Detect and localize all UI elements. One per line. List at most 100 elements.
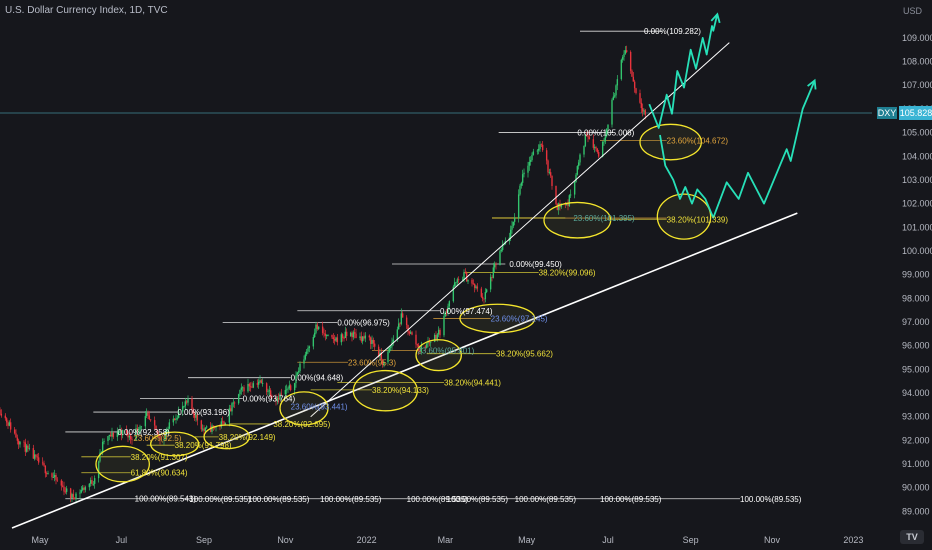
candle-body bbox=[137, 430, 140, 432]
candle-body bbox=[231, 403, 233, 412]
candle-body bbox=[203, 428, 205, 432]
candle-body bbox=[195, 414, 197, 418]
fib-level-label: 0.00%(109.282) bbox=[644, 27, 701, 36]
candle-body bbox=[353, 332, 356, 334]
x-tick-label: Mar bbox=[438, 535, 454, 545]
candle-body bbox=[111, 432, 113, 437]
candle-body bbox=[427, 341, 429, 344]
y-tick-label: 97.000 bbox=[902, 317, 930, 327]
fib-level-label: 23.60%(95.801) bbox=[417, 346, 474, 355]
candle-body bbox=[173, 418, 176, 421]
candle-body bbox=[472, 283, 475, 285]
highlight-ellipse bbox=[95, 445, 150, 483]
candle-body bbox=[473, 283, 476, 288]
candle-body bbox=[501, 244, 504, 250]
candle-body bbox=[75, 493, 77, 500]
candle-body bbox=[584, 135, 587, 146]
candle-body bbox=[233, 402, 236, 404]
candle-body bbox=[471, 279, 473, 284]
y-tick-label: 94.000 bbox=[902, 388, 930, 398]
candle-body bbox=[196, 414, 199, 421]
candle-body bbox=[41, 462, 44, 464]
fib-level-label: 38.20%(99.096) bbox=[539, 268, 596, 277]
candle-body bbox=[163, 438, 165, 441]
candle-body bbox=[629, 51, 632, 71]
candle-body bbox=[539, 144, 541, 149]
candle-body bbox=[400, 313, 403, 324]
candle-body bbox=[439, 329, 441, 336]
candle-body bbox=[528, 161, 531, 166]
candle-body bbox=[444, 311, 447, 316]
candle-body bbox=[220, 421, 223, 427]
candle-body bbox=[392, 339, 395, 343]
candle-body bbox=[228, 408, 231, 423]
candle-body bbox=[372, 339, 375, 344]
candle-body bbox=[201, 428, 204, 430]
candle-body bbox=[35, 454, 37, 457]
candle-body bbox=[639, 93, 641, 103]
candle-body bbox=[575, 174, 577, 183]
candle-body bbox=[547, 160, 549, 173]
candle-body bbox=[540, 144, 543, 146]
candle-body bbox=[371, 339, 373, 344]
candle-body bbox=[93, 478, 96, 484]
candle-body bbox=[248, 383, 251, 387]
candle-body bbox=[428, 341, 431, 343]
candle-body bbox=[192, 409, 195, 414]
candle-body bbox=[191, 398, 193, 410]
candle-body bbox=[556, 203, 559, 210]
candle-body bbox=[127, 433, 129, 438]
candle-body bbox=[183, 406, 185, 407]
candle-body bbox=[128, 435, 131, 438]
candle-body bbox=[344, 331, 347, 339]
candle-body bbox=[611, 99, 613, 125]
candle-body bbox=[101, 441, 104, 453]
highlight-ellipse bbox=[150, 431, 200, 457]
candle-body bbox=[343, 338, 345, 339]
candle-body bbox=[303, 359, 305, 364]
fib-level-label: 38.20%(91.798) bbox=[175, 441, 232, 450]
x-tick-label: Jul bbox=[602, 535, 614, 545]
candle-body bbox=[53, 474, 56, 478]
fib-level-label: 38.20%(101.339) bbox=[667, 215, 729, 224]
y-tick-label: 100.000 bbox=[902, 246, 932, 256]
highlight-ellipse bbox=[543, 201, 612, 239]
candle-body bbox=[297, 370, 300, 373]
y-tick-label: 103.000 bbox=[902, 175, 932, 185]
candle-body bbox=[411, 332, 413, 335]
fib-level-label: 100.00%(89.535) bbox=[447, 495, 509, 504]
candle-body bbox=[116, 432, 119, 437]
x-tick-label: May bbox=[31, 535, 49, 545]
candle-body bbox=[60, 480, 63, 486]
candle-body bbox=[259, 380, 261, 382]
fib-level-label: 0.00%(96.975) bbox=[337, 319, 390, 328]
candle-body bbox=[631, 70, 633, 77]
candle-body bbox=[425, 343, 428, 349]
candle-body bbox=[383, 362, 385, 365]
candle-body bbox=[315, 324, 317, 333]
candle-body bbox=[605, 129, 608, 137]
candle-body bbox=[396, 329, 399, 340]
candle-body bbox=[287, 388, 289, 390]
candle-body bbox=[243, 387, 245, 392]
tradingview-logo-icon[interactable]: TV bbox=[900, 530, 924, 544]
candle-body bbox=[99, 452, 101, 462]
candle-body bbox=[176, 417, 179, 419]
candle-body bbox=[603, 141, 605, 143]
fib-level-label: 100.00%(89.535) bbox=[320, 495, 382, 504]
fib-level-label: 38.20%(94.133) bbox=[372, 386, 429, 395]
candle-body bbox=[443, 315, 445, 336]
candle-body bbox=[397, 323, 400, 330]
candle-body bbox=[51, 473, 53, 478]
candle-body bbox=[240, 387, 243, 390]
candle-body bbox=[247, 383, 249, 392]
candle-body bbox=[125, 429, 128, 434]
candle-body bbox=[363, 336, 365, 339]
candle-body bbox=[184, 401, 187, 407]
candle-body bbox=[324, 333, 327, 336]
fib-level-label: 100.00%(89.535) bbox=[189, 495, 251, 504]
candle-body bbox=[308, 346, 311, 349]
candle-body bbox=[275, 396, 277, 401]
